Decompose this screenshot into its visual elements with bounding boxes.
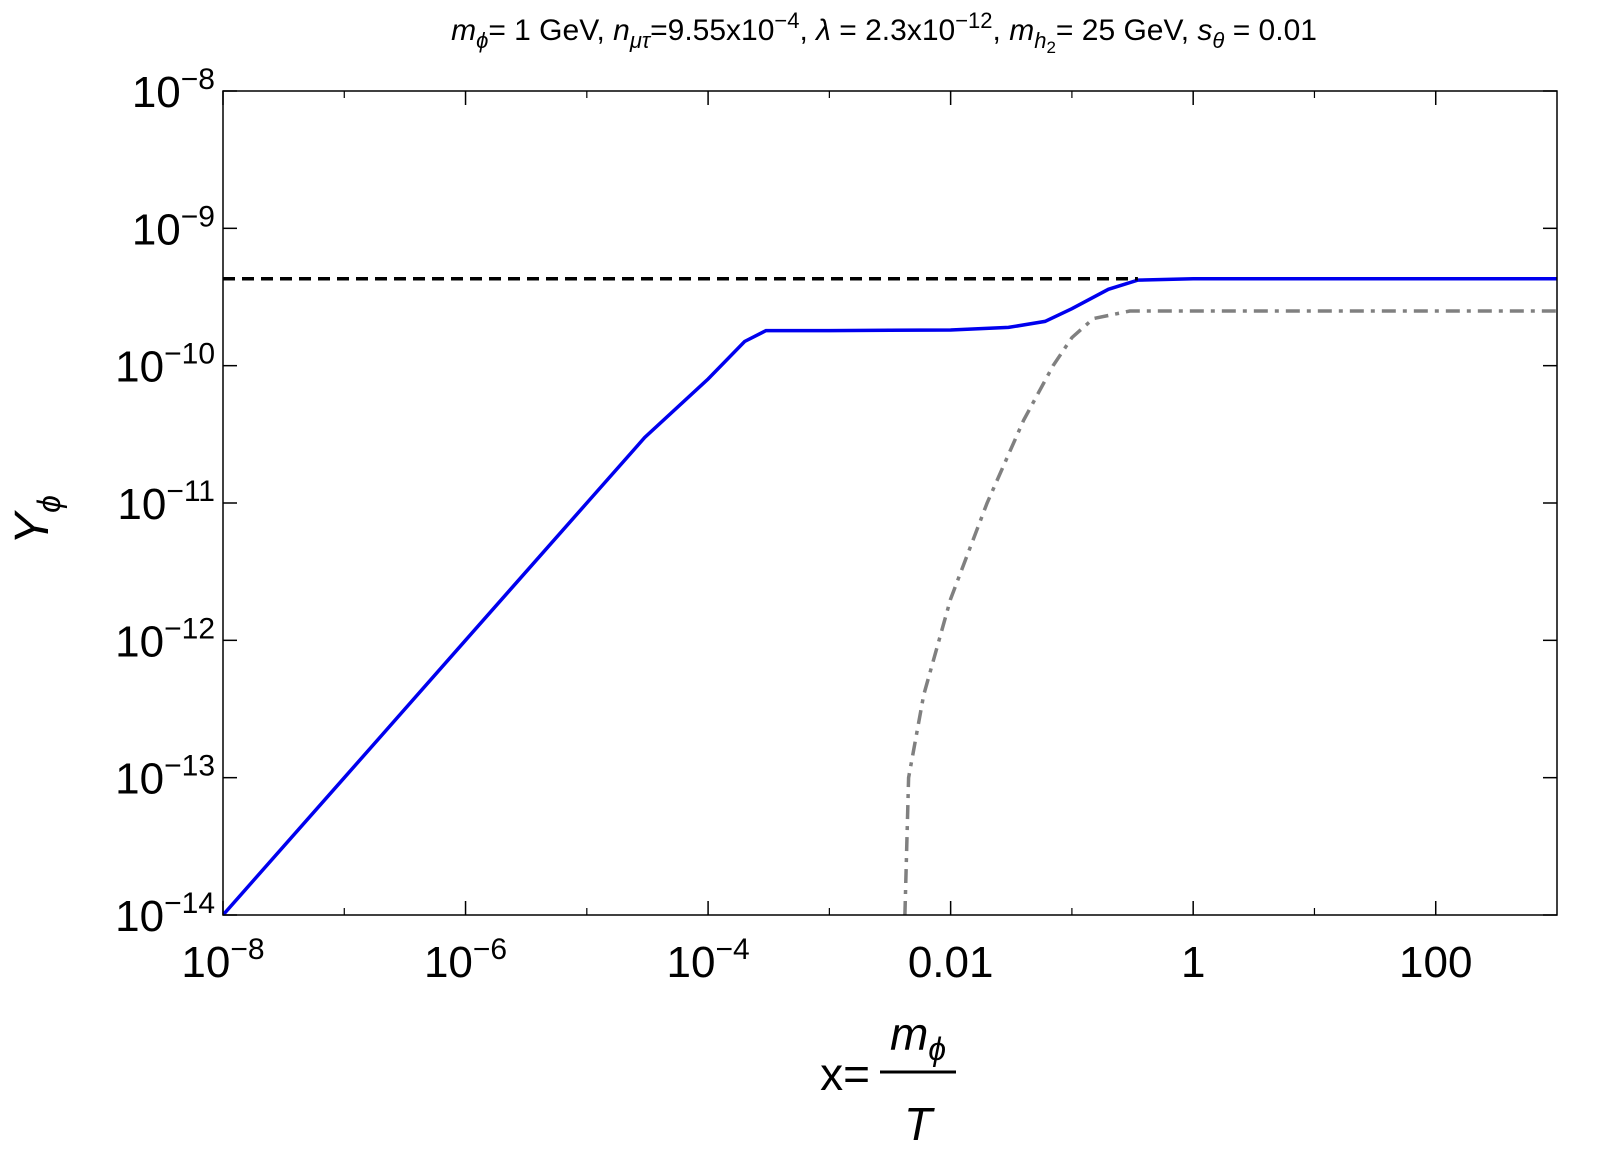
tick-exponent: −13 <box>164 750 215 783</box>
tick-label: 10−13 <box>115 750 215 804</box>
tick-label: 10−14 <box>115 887 215 941</box>
tick-base: 10 <box>424 938 473 987</box>
y-axis-label: Yϕ <box>6 495 67 545</box>
tick-label: 10−9 <box>132 200 215 254</box>
series-line <box>223 276 1557 915</box>
tick-label: 10−6 <box>424 933 507 987</box>
tick-base: 10 <box>117 480 166 529</box>
tick-exponent: −8 <box>181 63 215 96</box>
x-label-numerator: mϕ <box>890 1008 946 1067</box>
tick-exponent: −8 <box>230 933 264 966</box>
x-label-denominator: T <box>904 1098 935 1150</box>
tick-base: 10 <box>132 68 181 117</box>
tick-base: 10 <box>132 205 181 254</box>
tick-exponent: −11 <box>166 475 215 508</box>
tick-label: 10−12 <box>115 612 215 666</box>
x-label-prefix: x= <box>820 1048 870 1100</box>
tick-label: 10−11 <box>117 475 215 529</box>
plot-frame <box>222 90 1558 916</box>
tick-label: 0.01 <box>908 938 994 987</box>
tick-label: 10−4 <box>667 933 750 987</box>
tick-label: 1 <box>1181 938 1205 987</box>
x-axis-label: x= mϕ T <box>820 1008 956 1150</box>
chart-title: mϕ= 1 GeV, nμτ=9.55x10−4, λ = 2.3x10−12,… <box>451 8 1317 57</box>
tick-exponent: −14 <box>164 887 215 920</box>
tick-base: 10 <box>115 343 164 392</box>
tick-exponent: −10 <box>164 338 215 371</box>
tick-exponent: −6 <box>473 933 507 966</box>
tick-base: 10 <box>115 617 164 666</box>
tick-exponent: −4 <box>715 933 749 966</box>
tick-base: 10 <box>115 892 164 941</box>
tick-label: 10−10 <box>115 338 215 392</box>
tick-base: 10 <box>181 938 230 987</box>
tick-base: 10 <box>667 938 716 987</box>
tick-label: 10−8 <box>181 933 264 987</box>
series-line <box>903 309 1557 915</box>
tick-label: 10−8 <box>132 63 215 117</box>
tick-exponent: −9 <box>181 200 215 233</box>
tick-base: 10 <box>115 755 164 804</box>
tick-label: 100 <box>1399 938 1472 987</box>
tick-exponent: −12 <box>164 612 215 645</box>
